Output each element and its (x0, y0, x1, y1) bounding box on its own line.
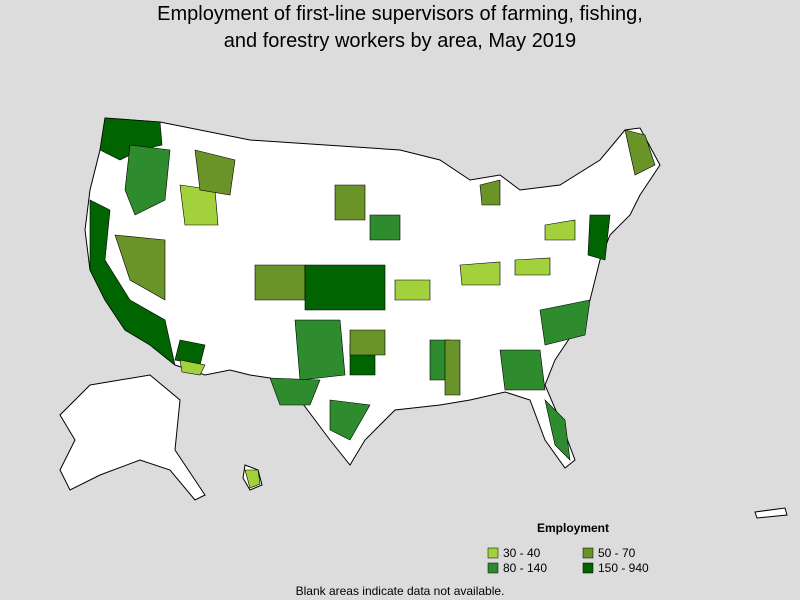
region (294, 319, 346, 381)
title-line: and forestry workers by area, May 2019 (224, 30, 576, 52)
region (394, 279, 431, 301)
region (269, 377, 321, 406)
region (114, 234, 166, 301)
legend-swatch (582, 562, 594, 574)
puerto-rico (754, 507, 788, 519)
legend-title: Employment (537, 521, 609, 535)
region (544, 399, 571, 461)
region (349, 329, 386, 356)
legend: Employment 30 - 40 50 - 70 80 - 140 150 - 9… (487, 521, 649, 575)
legend-label: 30 - 40 (503, 546, 541, 560)
alaska (59, 374, 206, 501)
region (444, 339, 461, 396)
region (334, 184, 366, 221)
region (624, 129, 656, 176)
region (244, 469, 261, 489)
legend-label: 80 - 140 (503, 561, 547, 575)
legend-swatch (582, 547, 594, 559)
region (544, 219, 576, 241)
region (124, 144, 171, 216)
region (304, 264, 386, 311)
region (514, 257, 551, 276)
region (587, 214, 611, 261)
region (369, 214, 401, 241)
region (539, 299, 591, 346)
region (89, 199, 176, 366)
region (479, 179, 501, 206)
legend-label: 50 - 70 (598, 546, 636, 560)
region (179, 359, 206, 376)
legend-swatch (487, 562, 499, 574)
region (459, 261, 501, 286)
region (499, 349, 546, 391)
legend-items: 30 - 40 50 - 70 80 - 140 150 - 940 (487, 546, 649, 575)
region (194, 149, 236, 196)
region (329, 399, 371, 441)
map (59, 117, 788, 519)
legend-label: 150 - 940 (598, 561, 649, 575)
footnote: Blank areas indicate data not available. (296, 584, 505, 598)
title-line: Employment of first-line supervisors of … (157, 3, 643, 25)
legend-swatch (487, 547, 499, 559)
region (254, 264, 306, 301)
